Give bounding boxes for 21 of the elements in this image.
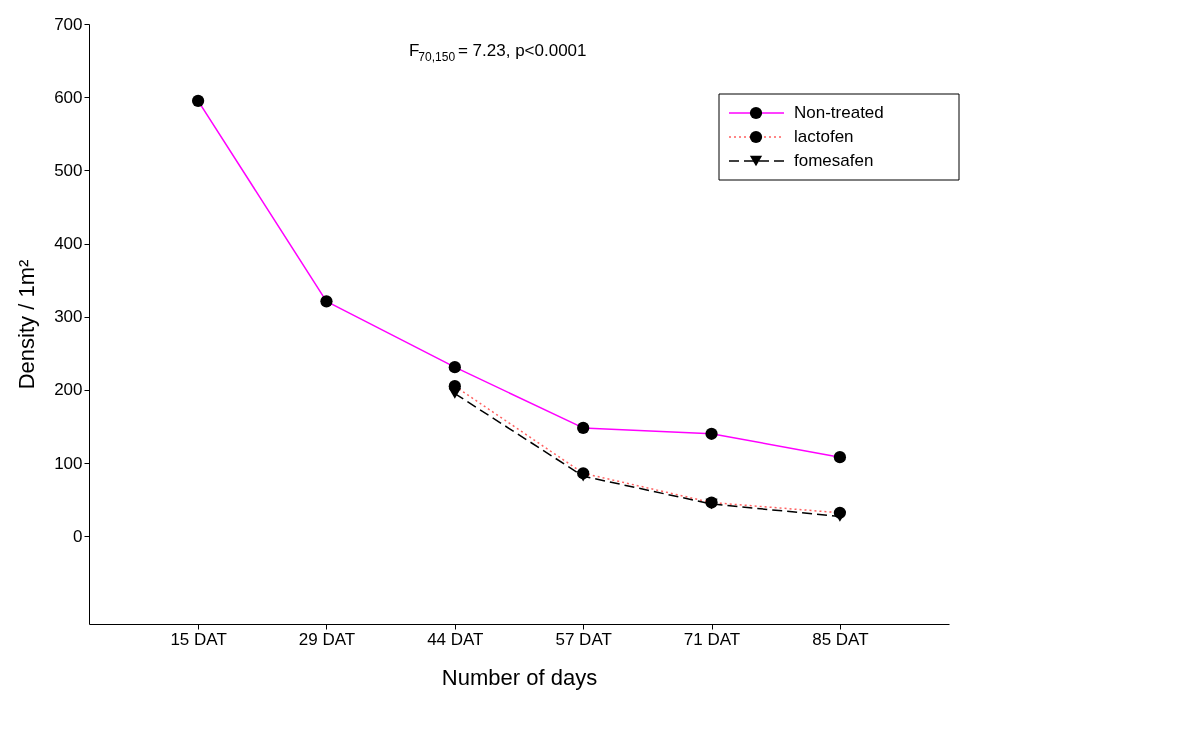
x-tick-label: 85 DAT: [812, 629, 869, 649]
x-tick-label: 57 DAT: [555, 629, 612, 649]
x-tick-label: 29 DAT: [298, 629, 356, 649]
y-tick-label: 400: [54, 234, 83, 254]
x-tick-label: 44 DAT: [427, 629, 484, 649]
x-axis-title: Number of days: [441, 664, 598, 690]
y-tick-label: 200: [54, 380, 83, 400]
y-tick-label: 100: [54, 453, 83, 473]
x-tick-label: 71 DAT: [683, 629, 741, 649]
point: [448, 388, 461, 399]
point: [833, 511, 847, 522]
y-tick-label: 700: [54, 14, 83, 34]
y-tick-label: 300: [54, 307, 83, 327]
x-tick-label: 15 DAT: [170, 629, 227, 649]
y-axis-title: Density / 1m²: [14, 259, 40, 390]
y-tick-label: 500: [54, 160, 83, 180]
legend-label: lactofen: [794, 127, 854, 146]
legend-label: fomesafen: [794, 151, 874, 170]
y-tick-label: 0: [73, 526, 83, 546]
y-tick-label: 600: [54, 87, 83, 107]
legend-label: Non-treated: [794, 103, 884, 122]
